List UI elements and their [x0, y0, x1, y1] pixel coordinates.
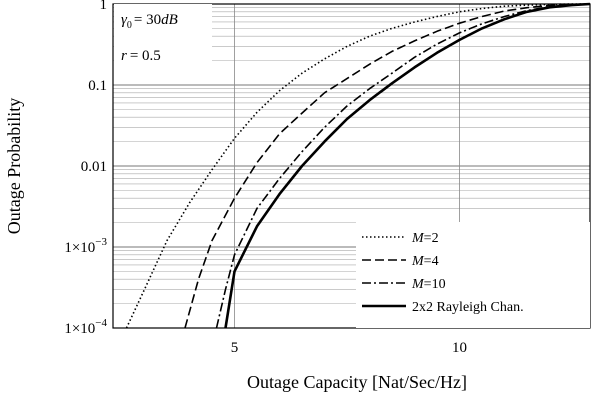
x-axis-label: Outage Capacity [Nat/Sec/Hz]	[247, 372, 467, 392]
legend-label-4: 2x2 Rayleigh Chan.	[412, 300, 524, 315]
parameter-annotation: γ0 = 30dB r = 0.5	[114, 4, 212, 70]
series-line-1	[125, 3, 590, 329]
y-tick-label: 0.1	[88, 78, 107, 94]
y-tick-label: 1×10−3	[64, 236, 107, 256]
series-layer	[125, 2, 591, 329]
y-axis-label: Outage Probability	[4, 98, 24, 234]
x-tick-label: 5	[231, 340, 239, 356]
series-line-3	[215, 3, 591, 329]
series-line-2	[184, 3, 591, 329]
y-tick-label: 1	[100, 0, 108, 13]
plot-frame	[112, 3, 591, 329]
x-axis-ticks: 5 10	[231, 340, 467, 356]
r-annotation: r = 0.5	[121, 48, 161, 64]
annotation-background	[114, 4, 212, 70]
legend-label-3: M=10	[411, 277, 446, 292]
y-axis-ticks: 1 0.1 0.01 1×10−3 1×10−4	[64, 0, 107, 337]
legend-label-2: M=4	[411, 254, 439, 269]
legend-background	[356, 222, 590, 328]
legend: M=2 M=4 M=10 2x2 Rayleigh Chan.	[356, 222, 590, 328]
y-tick-label: 0.01	[81, 159, 107, 175]
y-tick-label: 1×10−4	[64, 317, 107, 337]
series-line-4	[224, 2, 591, 329]
gamma-annotation: γ0 = 30dB	[121, 12, 178, 31]
x-tick-label: 10	[452, 340, 467, 356]
legend-label-1: M=2	[411, 231, 439, 246]
